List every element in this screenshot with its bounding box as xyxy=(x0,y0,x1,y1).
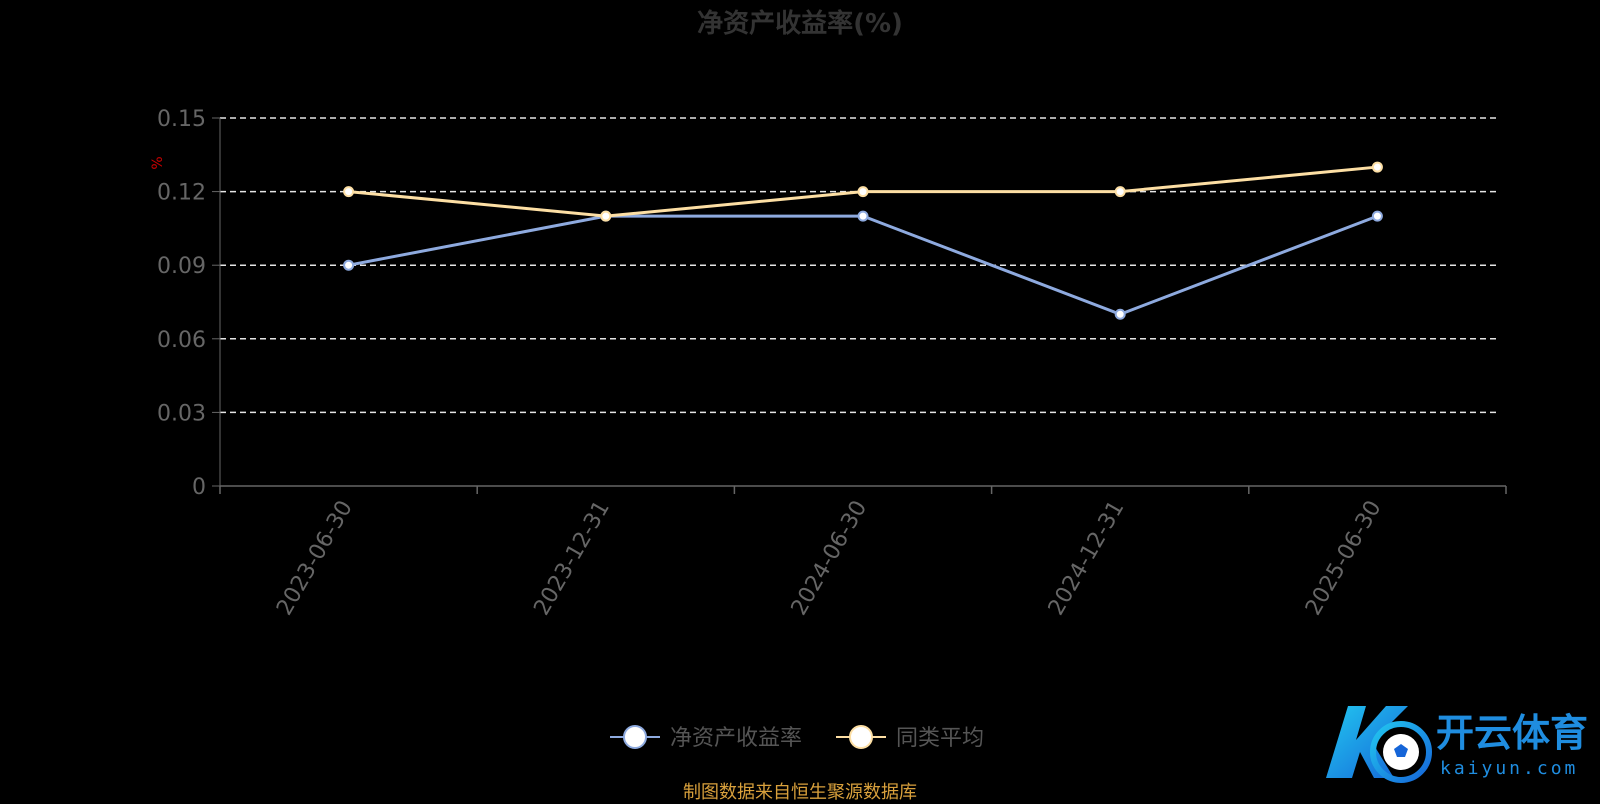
legend-marker xyxy=(849,725,873,749)
x-tick-label: 2023-12-31 xyxy=(529,497,615,620)
legend-marker xyxy=(623,725,647,749)
brand-logo: 开云体育 kaiyun.com xyxy=(1326,706,1588,783)
axes xyxy=(219,118,1507,494)
data-point[interactable] xyxy=(857,186,869,198)
data-point[interactable] xyxy=(1371,161,1383,173)
y-tick-label: 0 xyxy=(192,475,206,500)
x-tick-label: 2024-12-31 xyxy=(1044,497,1130,620)
logo-ring-icon xyxy=(1370,721,1432,783)
data-point[interactable] xyxy=(600,210,612,222)
legend-item[interactable]: 同类平均 xyxy=(836,725,984,751)
y-tick-label: 0.09 xyxy=(157,254,206,279)
data-point[interactable] xyxy=(1114,308,1126,320)
data-point[interactable] xyxy=(1114,186,1126,198)
data-point[interactable] xyxy=(343,259,355,271)
legend-label: 净资产收益率 xyxy=(670,726,802,751)
logo-name: 开云体育 xyxy=(1436,711,1588,755)
chart-title: 净资产收益率(%) xyxy=(697,8,903,39)
x-tick-labels: 2023-06-30 2023-12-31 2024-06-30 2024-12-31… xyxy=(272,497,1386,620)
legend[interactable]: 净资产收益率 同类平均 xyxy=(610,725,984,751)
x-tick-label: 2025-06-30 xyxy=(1301,497,1387,620)
legend-label: 同类平均 xyxy=(896,726,984,751)
y-tick-label: 0.06 xyxy=(157,328,206,353)
y-tick-label: 0.03 xyxy=(157,401,206,426)
logo-k-icon xyxy=(1326,706,1408,778)
series-lines xyxy=(343,161,1383,320)
grid-lines xyxy=(220,117,1498,414)
y-axis-unit: % xyxy=(150,156,166,169)
x-tick-label: 2023-06-30 xyxy=(272,497,358,620)
data-source-note: 制图数据来自恒生聚源数据库 xyxy=(683,782,917,803)
y-tick-labels: 0 0.03 0.06 0.09 0.12 0.15 xyxy=(157,107,220,500)
y-tick-label: 0.12 xyxy=(157,181,206,206)
legend-item[interactable]: 净资产收益率 xyxy=(610,725,802,751)
x-tick-label: 2024-06-30 xyxy=(787,497,873,620)
data-point[interactable] xyxy=(1371,210,1383,222)
y-tick-label: 0.15 xyxy=(157,107,206,132)
data-point[interactable] xyxy=(857,210,869,222)
data-point[interactable] xyxy=(343,186,355,198)
logo-domain: kaiyun.com xyxy=(1440,758,1578,779)
